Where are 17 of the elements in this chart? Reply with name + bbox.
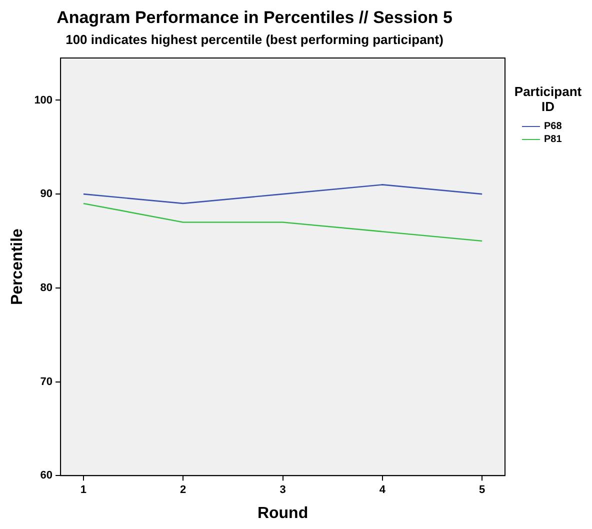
- y-tick-label: 90: [40, 188, 53, 200]
- x-axis-title: Round: [257, 504, 308, 522]
- y-tick-label: 100: [34, 94, 53, 106]
- legend-label: P81: [544, 133, 562, 146]
- legend-label: P68: [544, 120, 562, 133]
- chart-title: Anagram Performance in Percentiles // Session 5: [56, 8, 452, 27]
- chart-subtitle: 100 indicates highest percentile (best performing participant): [66, 32, 444, 47]
- y-axis-title: Percentile: [9, 228, 26, 306]
- y-tick-label: 60: [40, 470, 53, 482]
- x-tick-label: 5: [479, 484, 486, 496]
- y-tick-label: 80: [40, 282, 53, 294]
- x-tick-label: 1: [80, 484, 87, 496]
- x-tick-label: 2: [180, 484, 186, 496]
- legend-title: Participant ID: [513, 84, 583, 114]
- y-tick-label: 70: [40, 376, 53, 388]
- x-tick-label: 4: [379, 484, 386, 496]
- x-tick-label: 3: [280, 484, 286, 496]
